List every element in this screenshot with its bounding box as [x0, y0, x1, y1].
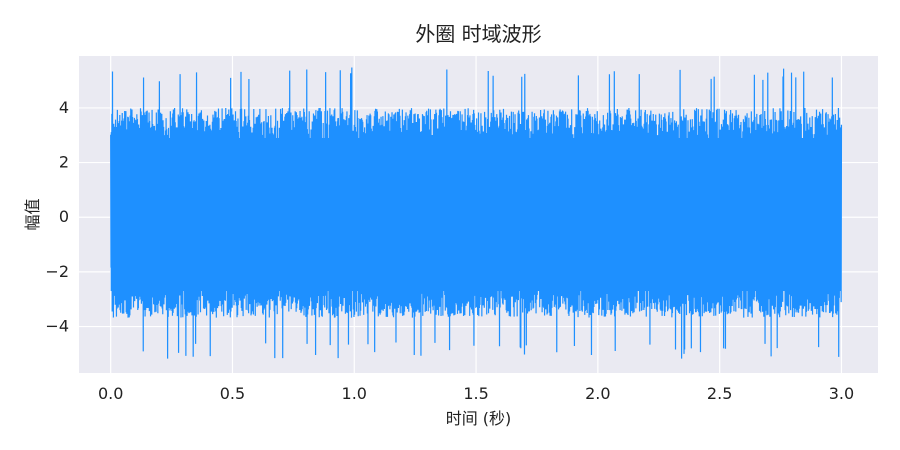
signal-core-band	[110, 137, 842, 292]
y-tick-label: −2	[45, 262, 69, 281]
x-tick-label: 2.5	[707, 384, 732, 403]
x-tick-label: 0.0	[98, 384, 123, 403]
x-tick-label: 1.0	[342, 384, 367, 403]
x-tick-label: 2.0	[585, 384, 610, 403]
x-tick-label: 3.0	[829, 384, 854, 403]
signal-series	[110, 67, 843, 359]
x-tick-label: 0.5	[220, 384, 245, 403]
y-tick-label: 0	[59, 207, 69, 226]
x-axis-label: 时间 (秒)	[446, 409, 512, 428]
chart-title: 外圈 时域波形	[415, 22, 541, 46]
x-axis: 0.0 0.5 1.0 1.5 2.0 2.5 3.0	[98, 384, 854, 403]
y-tick-label: 2	[59, 153, 69, 172]
y-axis-label: 幅值	[23, 198, 42, 230]
y-tick-label: −4	[45, 317, 69, 336]
y-tick-label: 4	[59, 98, 69, 117]
y-axis: −4 −2 0 2 4	[45, 98, 69, 336]
x-tick-label: 1.5	[463, 384, 488, 403]
